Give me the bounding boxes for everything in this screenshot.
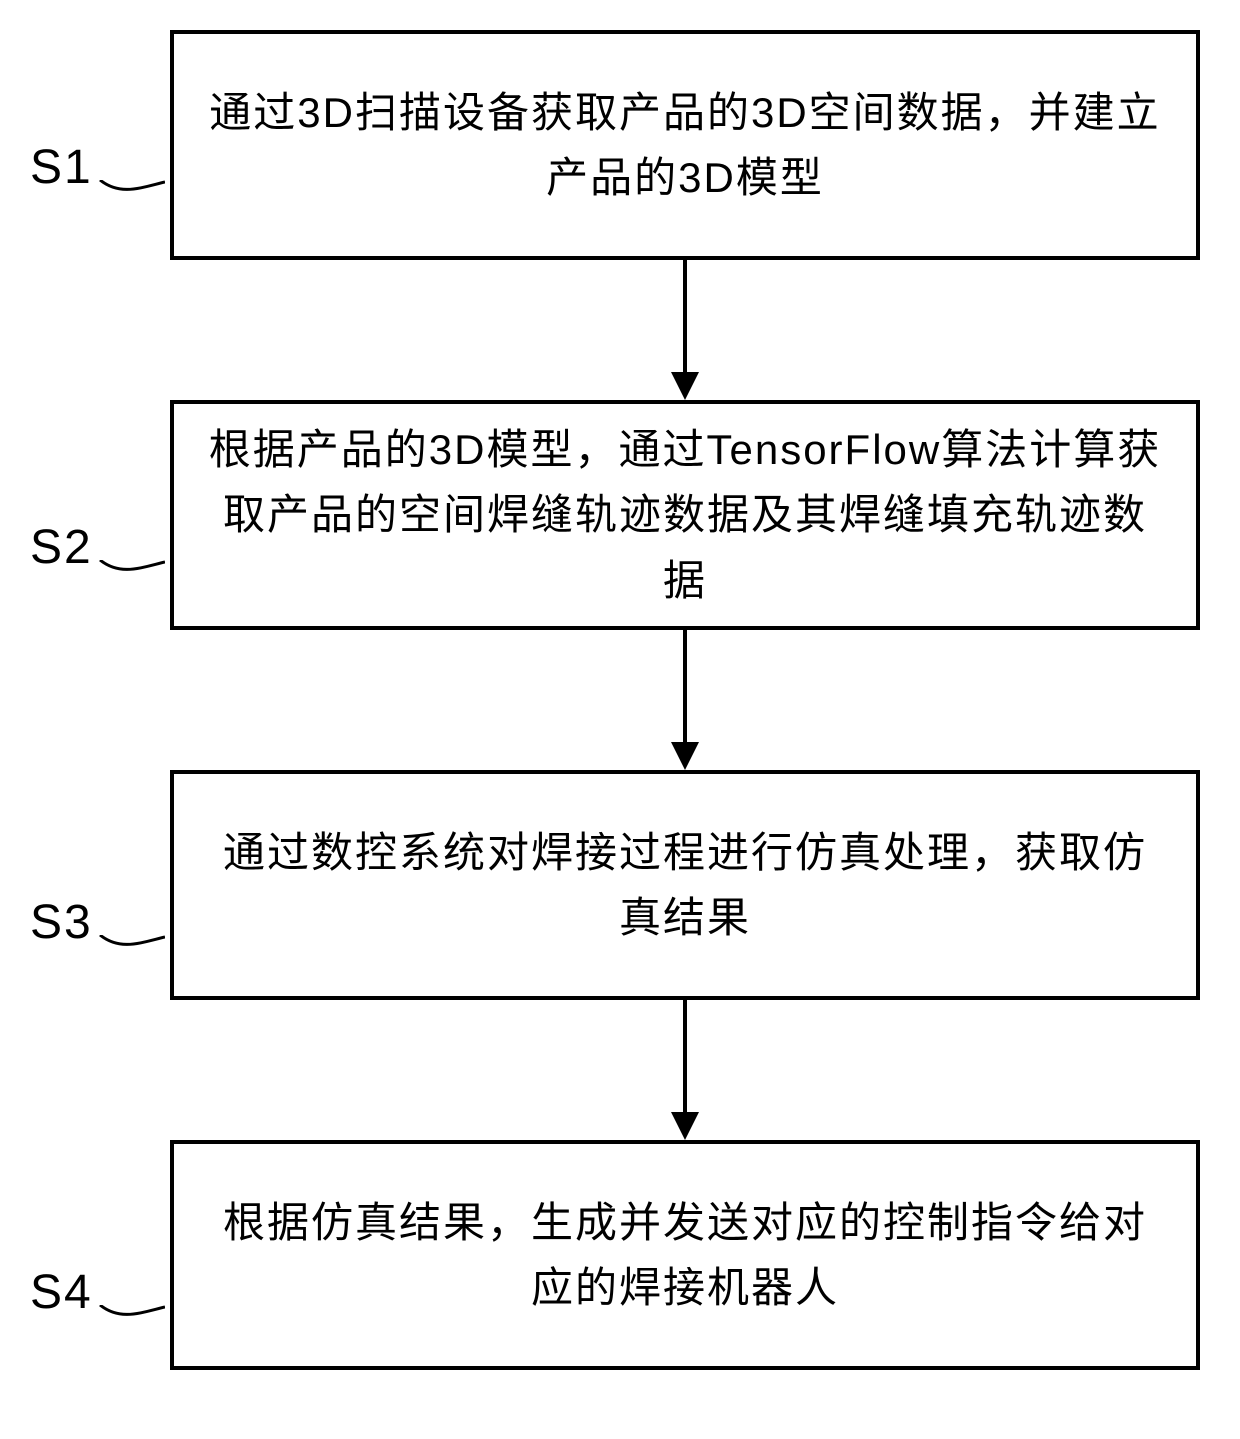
- label-connector-s1: [45, 180, 165, 220]
- flowchart-canvas: S1 通过3D扫描设备获取产品的3D空间数据，并建立产品的3D模型 S2 根据产…: [0, 0, 1240, 1439]
- step-box-s2: 根据产品的3D模型，通过TensorFlow算法计算获取产品的空间焊缝轨迹数据及…: [170, 400, 1200, 630]
- step-box-s4: 根据仿真结果，生成并发送对应的控制指令给对应的焊接机器人: [170, 1140, 1200, 1370]
- step-box-s3: 通过数控系统对焊接过程进行仿真处理，获取仿真结果: [170, 770, 1200, 1000]
- step-text-s4: 根据仿真结果，生成并发送对应的控制指令给对应的焊接机器人: [204, 1190, 1166, 1320]
- step-box-s1: 通过3D扫描设备获取产品的3D空间数据，并建立产品的3D模型: [170, 30, 1200, 260]
- arrow-s1-s2: [671, 260, 699, 400]
- label-connector-s3: [45, 935, 165, 975]
- label-connector-s4: [45, 1305, 165, 1345]
- step-text-s2: 根据产品的3D模型，通过TensorFlow算法计算获取产品的空间焊缝轨迹数据及…: [204, 417, 1166, 612]
- arrow-s3-s4: [671, 1000, 699, 1140]
- step-text-s1: 通过3D扫描设备获取产品的3D空间数据，并建立产品的3D模型: [204, 80, 1166, 210]
- step-text-s3: 通过数控系统对焊接过程进行仿真处理，获取仿真结果: [204, 820, 1166, 950]
- label-connector-s2: [45, 560, 165, 600]
- arrow-s2-s3: [671, 630, 699, 770]
